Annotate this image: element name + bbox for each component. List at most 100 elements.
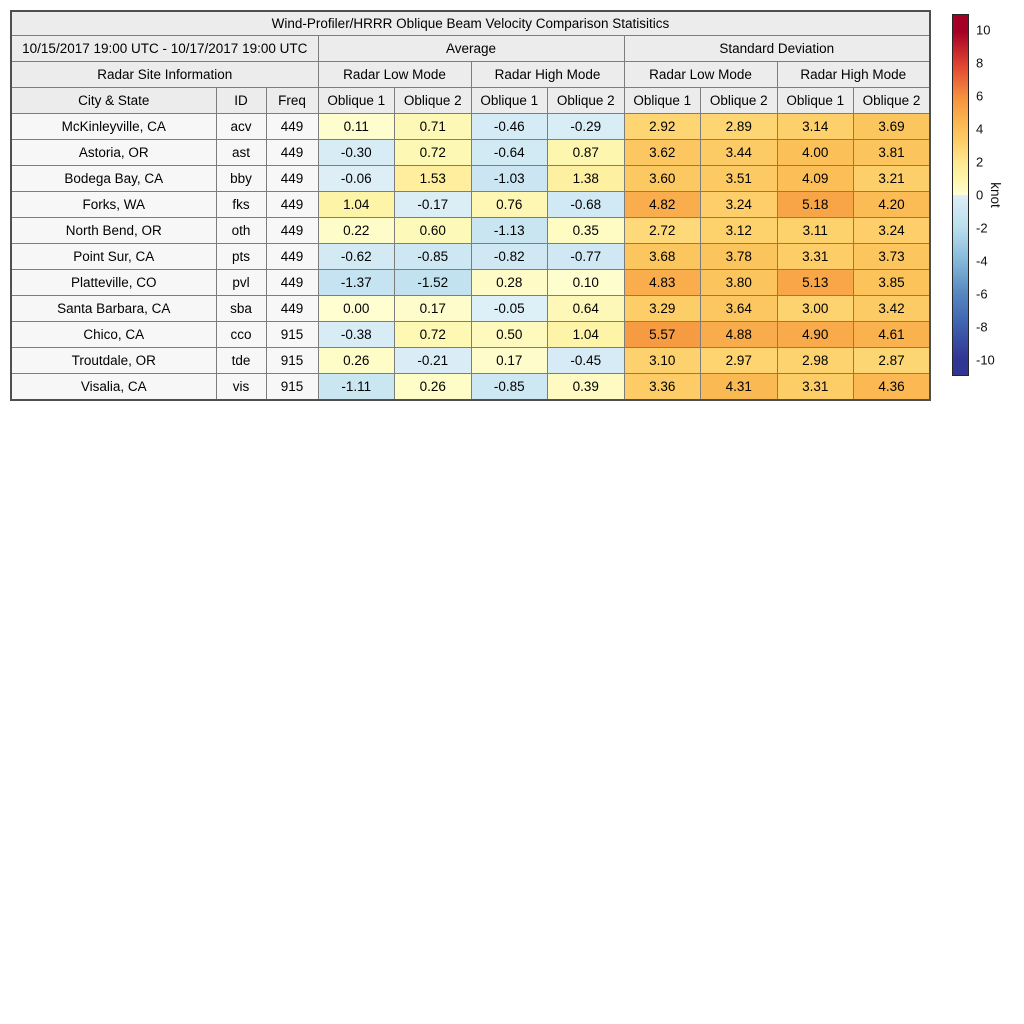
site-id-cell: cco bbox=[215, 321, 267, 348]
value-cell: -0.45 bbox=[547, 347, 625, 374]
freq-cell: 449 bbox=[265, 269, 319, 296]
value-cell: 0.26 bbox=[394, 373, 472, 401]
site-id-cell: oth bbox=[215, 217, 267, 244]
column-header-oblique2: Oblique 2 bbox=[853, 87, 931, 114]
colorbar-gradient bbox=[952, 14, 969, 376]
value-cell: -0.30 bbox=[317, 139, 395, 166]
stats-table: Wind-Profiler/HRRR Oblique Beam Velocity… bbox=[10, 10, 931, 401]
value-cell: 0.39 bbox=[547, 373, 625, 401]
freq-cell: 449 bbox=[265, 113, 319, 140]
city-cell: Troutdale, OR bbox=[10, 347, 217, 374]
value-cell: 3.68 bbox=[623, 243, 701, 270]
freq-cell: 449 bbox=[265, 217, 319, 244]
value-cell: 3.69 bbox=[853, 113, 931, 140]
freq-cell: 449 bbox=[265, 295, 319, 322]
value-cell: -1.11 bbox=[317, 373, 395, 401]
colorbar-tick-label: -10 bbox=[976, 352, 995, 368]
value-cell: 0.35 bbox=[547, 217, 625, 244]
value-cell: -0.05 bbox=[470, 295, 548, 322]
freq-cell: 449 bbox=[265, 165, 319, 192]
value-cell: 3.62 bbox=[623, 139, 701, 166]
table-row: Visalia, CA vis 915 -1.11 0.26 -0.85 0.39 3.36 4… bbox=[10, 373, 931, 401]
value-cell: 4.09 bbox=[776, 165, 854, 192]
value-cell: 0.71 bbox=[394, 113, 472, 140]
value-cell: 1.04 bbox=[547, 321, 625, 348]
value-cell: 3.42 bbox=[853, 295, 931, 322]
value-cell: -1.52 bbox=[394, 269, 472, 296]
mode-header-std-high: Radar High Mode bbox=[776, 61, 931, 88]
colorbar-tick-label: 6 bbox=[976, 88, 984, 104]
value-cell: -0.64 bbox=[470, 139, 548, 166]
table-row: Chico, CA cco 915 -0.38 0.72 0.50 1.04 5.57 4.88… bbox=[10, 321, 931, 348]
value-cell: 0.17 bbox=[394, 295, 472, 322]
value-cell: 0.72 bbox=[394, 321, 472, 348]
value-cell: 2.87 bbox=[853, 347, 931, 374]
site-id-cell: pts bbox=[215, 243, 267, 270]
value-cell: 5.57 bbox=[623, 321, 701, 348]
column-header-oblique1: Oblique 1 bbox=[470, 87, 548, 114]
value-cell: 4.83 bbox=[623, 269, 701, 296]
column-header-oblique2: Oblique 2 bbox=[394, 87, 472, 114]
value-cell: 0.87 bbox=[547, 139, 625, 166]
value-cell: 3.64 bbox=[700, 295, 778, 322]
value-cell: 3.12 bbox=[700, 217, 778, 244]
value-cell: 3.81 bbox=[853, 139, 931, 166]
mode-header-avg-high: Radar High Mode bbox=[470, 61, 625, 88]
city-cell: McKinleyville, CA bbox=[10, 113, 217, 140]
mode-header-avg-low: Radar Low Mode bbox=[317, 61, 472, 88]
value-cell: -0.46 bbox=[470, 113, 548, 140]
value-cell: 3.00 bbox=[776, 295, 854, 322]
site-id-cell: vis bbox=[215, 373, 267, 401]
value-cell: 0.64 bbox=[547, 295, 625, 322]
value-cell: 3.14 bbox=[776, 113, 854, 140]
value-cell: -0.68 bbox=[547, 191, 625, 218]
value-cell: -1.13 bbox=[470, 217, 548, 244]
value-cell: 2.89 bbox=[700, 113, 778, 140]
value-cell: 3.10 bbox=[623, 347, 701, 374]
table-row: Bodega Bay, CA bby 449 -0.06 1.53 -1.03 1.38 3.… bbox=[10, 165, 931, 192]
value-cell: 3.24 bbox=[700, 191, 778, 218]
value-cell: 4.36 bbox=[853, 373, 931, 401]
value-cell: 3.21 bbox=[853, 165, 931, 192]
value-cell: -0.77 bbox=[547, 243, 625, 270]
value-cell: -0.06 bbox=[317, 165, 395, 192]
value-cell: 3.11 bbox=[776, 217, 854, 244]
column-header-freq: Freq bbox=[265, 87, 319, 114]
freq-cell: 915 bbox=[265, 321, 319, 348]
column-header-oblique1: Oblique 1 bbox=[317, 87, 395, 114]
value-cell: 0.22 bbox=[317, 217, 395, 244]
value-cell: 3.31 bbox=[776, 243, 854, 270]
value-cell: 2.98 bbox=[776, 347, 854, 374]
value-cell: 2.97 bbox=[700, 347, 778, 374]
value-cell: 3.36 bbox=[623, 373, 701, 401]
colorbar-tick-label: 10 bbox=[976, 22, 991, 38]
value-cell: 0.17 bbox=[470, 347, 548, 374]
column-header-city: City & State bbox=[10, 87, 217, 114]
colorbar-tick-label: 8 bbox=[976, 55, 984, 71]
value-cell: 2.92 bbox=[623, 113, 701, 140]
value-cell: 0.50 bbox=[470, 321, 548, 348]
value-cell: 0.72 bbox=[394, 139, 472, 166]
value-cell: 3.31 bbox=[776, 373, 854, 401]
table-row: North Bend, OR oth 449 0.22 0.60 -1.13 0.35 2.7… bbox=[10, 217, 931, 244]
table-row: Troutdale, OR tde 915 0.26 -0.21 0.17 -0.45 3.1… bbox=[10, 347, 931, 374]
table-row: Santa Barbara, CA sba 449 0.00 0.17 -0.05 0.64… bbox=[10, 295, 931, 322]
value-cell: -0.38 bbox=[317, 321, 395, 348]
freq-cell: 915 bbox=[265, 373, 319, 401]
colorbar-tick-label: -8 bbox=[976, 319, 988, 335]
value-cell: 0.26 bbox=[317, 347, 395, 374]
value-cell: 4.20 bbox=[853, 191, 931, 218]
site-id-cell: pvl bbox=[215, 269, 267, 296]
value-cell: 4.90 bbox=[776, 321, 854, 348]
site-info-header: Radar Site Information bbox=[10, 61, 319, 88]
column-header-oblique2: Oblique 2 bbox=[547, 87, 625, 114]
table-row: Astoria, OR ast 449 -0.30 0.72 -0.64 0.87 3.62 3… bbox=[10, 139, 931, 166]
value-cell: 1.53 bbox=[394, 165, 472, 192]
value-cell: -0.17 bbox=[394, 191, 472, 218]
city-cell: Astoria, OR bbox=[10, 139, 217, 166]
value-cell: 0.76 bbox=[470, 191, 548, 218]
value-cell: 3.51 bbox=[700, 165, 778, 192]
value-cell: 4.61 bbox=[853, 321, 931, 348]
site-id-cell: acv bbox=[215, 113, 267, 140]
column-header-oblique2: Oblique 2 bbox=[700, 87, 778, 114]
